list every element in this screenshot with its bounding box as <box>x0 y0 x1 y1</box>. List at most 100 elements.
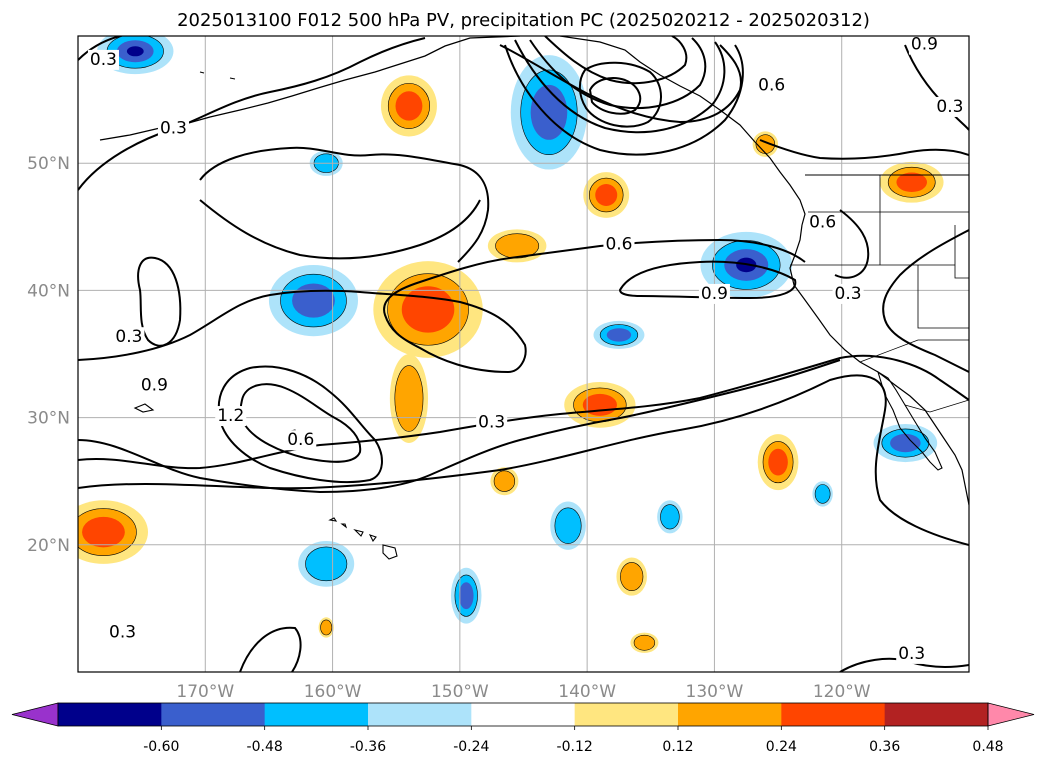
longitude-tick-label: 170°W <box>176 682 234 702</box>
colorbar: -0.60 -0.48 -0.36 -0.24 -0.12 0.12 0.24 0.36 0.4… <box>11 702 1035 755</box>
colorbar-tick-label: -0.12 <box>557 739 593 755</box>
precip-region <box>657 500 683 534</box>
colorbar-segment <box>368 703 472 726</box>
contour-label: 0.6 <box>758 75 785 95</box>
contour-label-bg <box>113 327 145 348</box>
map-plot-area: 0.3 0.3 0.9 0.6 0.3 0.6 0.6 0.9 0.3 0.3 0.9 1.2 0.6 0… <box>78 35 969 672</box>
state-borders <box>790 175 969 363</box>
contour-label-bg <box>896 643 928 664</box>
precip-region <box>78 500 148 564</box>
colorbar-tick-label: 0.48 <box>972 739 1003 755</box>
precip-region <box>583 172 630 218</box>
contour-label-bg <box>285 430 317 451</box>
contour-label-bg <box>756 75 788 96</box>
contour-label: 0.6 <box>287 430 314 450</box>
precip-shade <box>458 582 474 610</box>
precip-shade <box>768 448 788 476</box>
pv-contour-gulf-4 <box>504 44 744 156</box>
contour-label: 0.3 <box>160 119 187 139</box>
pv-contour-0.3-north <box>78 37 426 191</box>
pv-contour-0.6-west <box>78 289 527 373</box>
longitude-tick-label: 130°W <box>686 682 744 702</box>
latitude-tick-label: 40°N <box>27 281 70 301</box>
precip-shade <box>620 562 644 592</box>
contour-label: 0.6 <box>605 234 632 254</box>
precip-shade <box>582 393 617 416</box>
mexico-border <box>904 399 969 413</box>
colorbar-extend-high <box>987 702 1035 727</box>
contour-label-bg <box>807 212 839 233</box>
contour-label: 1.2 <box>217 406 244 426</box>
contour-label-bg <box>215 406 247 427</box>
precip-shade <box>394 365 424 432</box>
pv-contour-0.3-south <box>78 374 969 546</box>
precip-region <box>593 320 645 349</box>
pv-contour-0.3-sw <box>239 626 302 672</box>
colorbar-segment <box>161 703 266 726</box>
longitude-tick-labels: 170°W 160°W 150°W 140°W 130°W 120°W <box>176 682 870 702</box>
map-gridlines <box>78 36 969 672</box>
colorbar-segment <box>884 703 989 726</box>
pv-contour-0.9-west <box>217 365 383 484</box>
pv-contour-0.3-east <box>882 229 969 373</box>
pv-contour-gulf-2 <box>529 37 707 110</box>
pv-contour-0.6-south <box>78 359 841 494</box>
contour-label: 0.9 <box>141 376 168 396</box>
precip-region <box>873 423 938 463</box>
pv-contours <box>78 36 969 672</box>
contour-label-bg <box>476 412 508 433</box>
pv-contour-0.6-north <box>199 146 490 263</box>
latitude-tick-label: 50°N <box>27 154 70 174</box>
colorbar-extend-low <box>11 702 59 727</box>
longitude-tick-label: 120°W <box>813 682 871 702</box>
precip-shade <box>606 328 632 342</box>
baja-california-coastline <box>877 370 943 471</box>
contour-label: 0.3 <box>835 284 862 304</box>
longitude-tick-label: 150°W <box>431 682 489 702</box>
pv-contour-gulf-3 <box>514 39 726 134</box>
pv-contour-0.6-alaska <box>499 44 742 124</box>
precip-shade <box>595 184 618 206</box>
contour-label: 0.9 <box>911 35 938 55</box>
precip-region <box>757 434 799 491</box>
contour-label-bg <box>603 234 635 255</box>
colorbar-segment <box>678 703 782 726</box>
precip-region <box>630 632 659 653</box>
precip-region <box>550 501 586 550</box>
precip-region <box>373 261 483 358</box>
contour-label: 0.9 <box>701 284 728 304</box>
latitude-tick-labels: 20°N 30°N 40°N 50°N <box>27 154 70 556</box>
precip-region <box>268 264 359 337</box>
pv-contour-0.6-north-wide <box>199 199 481 260</box>
contour-label-bg <box>934 96 966 117</box>
pv-contour-0.6-east <box>759 139 969 160</box>
colorbar-tick-label: -0.24 <box>453 739 489 755</box>
precip-region <box>298 540 355 587</box>
contour-label: 0.3 <box>478 412 505 432</box>
latitude-tick-label: 30°N <box>27 409 70 429</box>
coastlines <box>99 36 969 560</box>
precip-region <box>389 354 429 444</box>
contour-label-bg <box>157 118 189 139</box>
precipitation-pc-fill <box>78 36 944 653</box>
contour-label-bg <box>698 283 730 304</box>
pv-contour-0.6-mid <box>383 238 806 373</box>
latitude-tick-label: 20°N <box>27 536 70 556</box>
colorbar-segment <box>471 703 576 726</box>
precip-shade <box>305 546 348 582</box>
colorbar-outline <box>57 702 989 727</box>
pv-contour-0.3-main <box>78 354 969 470</box>
precip-shade <box>814 484 831 504</box>
colorbar-tick-label: -0.36 <box>350 739 386 755</box>
precip-region <box>450 567 482 624</box>
precip-region <box>616 557 647 596</box>
contour-label: 0.3 <box>936 97 963 117</box>
precip-shade <box>395 91 423 121</box>
precip-shade <box>320 619 333 636</box>
contour-label-bg <box>107 622 139 643</box>
precip-shade <box>633 634 656 651</box>
colorbar-segment <box>264 703 369 726</box>
colorbar-tick-label: -0.60 <box>143 739 179 755</box>
precip-shade <box>660 504 680 530</box>
contour-label: 0.3 <box>109 622 136 642</box>
